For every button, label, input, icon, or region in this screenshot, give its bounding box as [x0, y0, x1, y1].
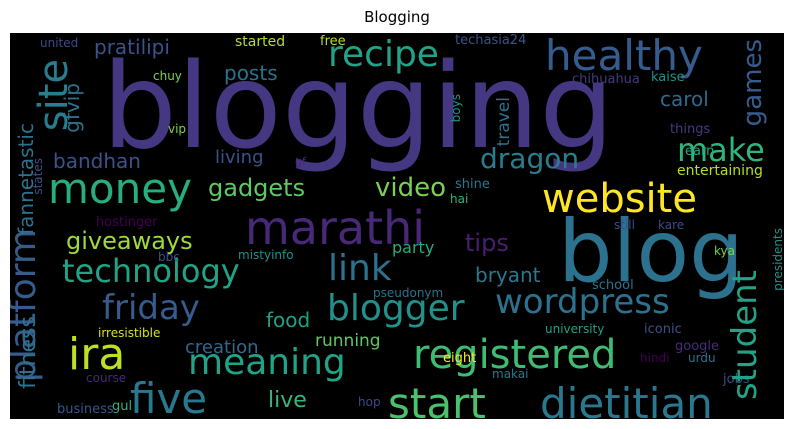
word: bbc: [158, 250, 180, 264]
word: dragon: [480, 142, 580, 175]
word: pseudonym: [373, 286, 444, 300]
word: blogger: [327, 288, 465, 329]
word: travel: [494, 97, 514, 147]
word: united: [40, 36, 79, 50]
word: techasia24: [455, 33, 527, 48]
word: makai: [492, 367, 529, 381]
word: bryant: [475, 263, 541, 287]
word: ira: [68, 329, 126, 380]
word: boys: [449, 94, 463, 123]
word: hai: [450, 192, 469, 206]
word: posts: [224, 61, 278, 85]
word: wordpress: [495, 282, 670, 322]
word: irresistible: [98, 326, 161, 340]
word: link: [328, 248, 392, 289]
word: student: [725, 270, 765, 400]
word: vip: [168, 122, 187, 136]
word: friday: [102, 288, 200, 328]
word: school: [592, 278, 634, 293]
word: five: [130, 374, 208, 420]
chart-title: Blogging: [364, 8, 430, 26]
word: running: [315, 331, 381, 351]
word: video: [375, 173, 447, 203]
word: google: [675, 339, 720, 354]
word: money: [48, 164, 192, 213]
word: carol: [660, 87, 709, 111]
word: living: [215, 147, 264, 168]
word: creation: [185, 337, 259, 358]
word: party: [392, 238, 435, 257]
word: business: [57, 402, 114, 417]
word: entertaining: [677, 163, 763, 179]
word: kaise: [651, 70, 685, 85]
word: free: [320, 34, 346, 49]
word: iconic: [644, 322, 682, 337]
word: eight: [443, 351, 477, 366]
word: hindi: [640, 351, 670, 365]
word: gfvip: [60, 83, 84, 133]
word: fitness: [16, 316, 41, 389]
word: things: [670, 122, 711, 137]
word: make: [677, 131, 765, 169]
word: shine: [455, 177, 490, 192]
word: gul: [112, 399, 133, 414]
word: meaning: [188, 342, 346, 383]
word: healthy: [545, 33, 703, 80]
word-cloud: blogging blog money marathi website heal…: [10, 33, 784, 419]
word: mistyinfo: [238, 248, 294, 262]
word: marathi: [245, 201, 426, 255]
word: blogging: [102, 37, 615, 175]
word: food: [266, 308, 311, 332]
word: kya: [714, 244, 735, 258]
word: dietitian: [540, 379, 713, 420]
word: registered: [413, 332, 617, 378]
word: gadgets: [208, 174, 306, 202]
word: still: [614, 218, 635, 232]
word: hop: [358, 395, 381, 409]
word: start: [388, 379, 486, 420]
word: games: [738, 39, 768, 127]
word: states: [31, 158, 45, 195]
word: kare: [658, 218, 685, 232]
word: pratilipi: [94, 35, 170, 59]
word: live: [268, 388, 307, 413]
word: technology: [62, 252, 240, 290]
word: giveaways: [66, 227, 193, 255]
word: course: [86, 371, 127, 385]
word: hostinger: [96, 215, 158, 230]
word: tips: [465, 229, 509, 257]
word: urdu: [688, 351, 716, 365]
word: chihuahua: [572, 72, 640, 87]
word: bandhan: [53, 149, 141, 173]
word: presidents: [771, 228, 784, 291]
word: chuy: [153, 69, 182, 83]
word: jobs: [723, 372, 750, 387]
word: started: [235, 34, 286, 50]
word: recipe: [328, 34, 439, 75]
word: gf: [295, 155, 306, 168]
word: blog: [558, 202, 744, 302]
word: website: [542, 176, 697, 222]
word: university: [545, 322, 605, 336]
word: earn: [685, 144, 715, 159]
